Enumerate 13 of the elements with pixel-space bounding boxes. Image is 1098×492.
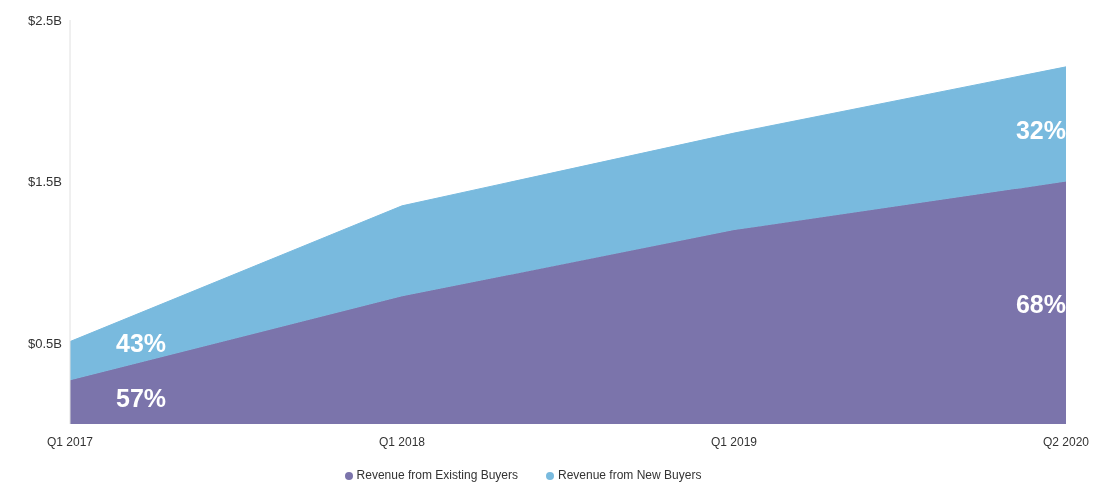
legend-label: Revenue from Existing Buyers	[356, 468, 518, 482]
annotation: 68%	[1015, 290, 1066, 318]
y-tick-label: $2.5B	[28, 12, 62, 28]
annotation: 57%	[116, 384, 167, 412]
legend-label: Revenue from New Buyers	[558, 468, 702, 482]
x-tick-label: Q1 2017	[46, 435, 94, 449]
x-tick-label: Q1 2018	[378, 435, 426, 449]
annotation: 43%	[116, 329, 167, 357]
x-tick-label: Q1 2019	[710, 435, 758, 449]
y-tick-label: $1.5B	[28, 174, 62, 190]
y-tick-label: $0.5B	[28, 335, 62, 351]
annotation: 32%	[1015, 116, 1066, 144]
x-tick-label: Q2 2020	[1042, 435, 1090, 449]
